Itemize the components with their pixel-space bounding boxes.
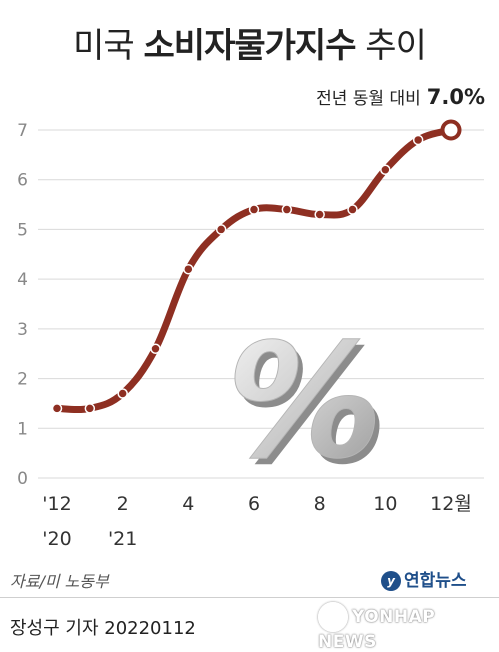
y-tick-label: 7 [17,121,28,141]
data-point-marker [347,204,358,215]
y-tick-label: 1 [17,419,28,439]
x-tick-year-label: '21 [108,528,137,550]
data-point-marker [215,224,227,235]
x-tick-label: 2 [117,493,129,515]
svg-text:%: % [214,315,405,500]
reporter-credit: 장성구 기자 20220112 [10,618,196,639]
x-tick-year-label: '20 [42,528,71,550]
logo-text: 연합뉴스 [404,571,467,591]
y-tick-label: 5 [17,220,28,240]
data-point-marker [150,343,161,354]
x-tick-label: 8 [314,493,326,515]
x-tick-label: 12월 [430,493,472,515]
x-tick-label: '12 [42,493,71,515]
data-point-marker [281,204,293,215]
y-tick-label: 6 [17,171,28,191]
data-point-marker [51,403,63,414]
yonhap-logo-icon: y [381,571,401,591]
data-point-marker [117,388,128,399]
yonhap-watermark: YONHAP NEWS [318,602,499,652]
data-point-marker [314,209,325,220]
title-part-country: 미국 [73,26,135,66]
footer-divider [0,597,499,598]
latest-value-annotation: 전년 동월 대비 7.0% [316,84,485,109]
data-point-marker [248,204,260,215]
data-point-marker [380,164,391,176]
y-tick-label: 4 [17,270,28,290]
data-point-marker [84,403,96,414]
percent-symbol-graphic: % % [208,309,405,500]
annotation-label: 전년 동월 대비 [316,89,421,109]
svg-text:%: % [209,309,400,494]
yonhap-logo: y 연합뉴스 [381,566,467,591]
data-point-marker [412,134,424,146]
chart-title: 미국 소비자물가지수 추이 [0,18,499,67]
x-tick-label: 6 [248,493,260,515]
y-tick-label: 0 [17,469,28,489]
title-part-index: 소비자물가지수 [143,26,357,66]
y-tick-label: 3 [17,320,28,340]
data-point-marker [183,263,194,275]
highlight-point-marker [440,119,462,141]
source-note: 자료/미 노동부 [10,572,109,591]
x-tick-label: 4 [182,493,194,515]
title-part-trend: 추이 [365,26,427,66]
y-tick-label: 2 [17,370,28,390]
annotation-value: 7.0% [426,85,485,109]
x-tick-label: 10 [373,493,397,515]
watermark-ring-icon [318,602,348,632]
